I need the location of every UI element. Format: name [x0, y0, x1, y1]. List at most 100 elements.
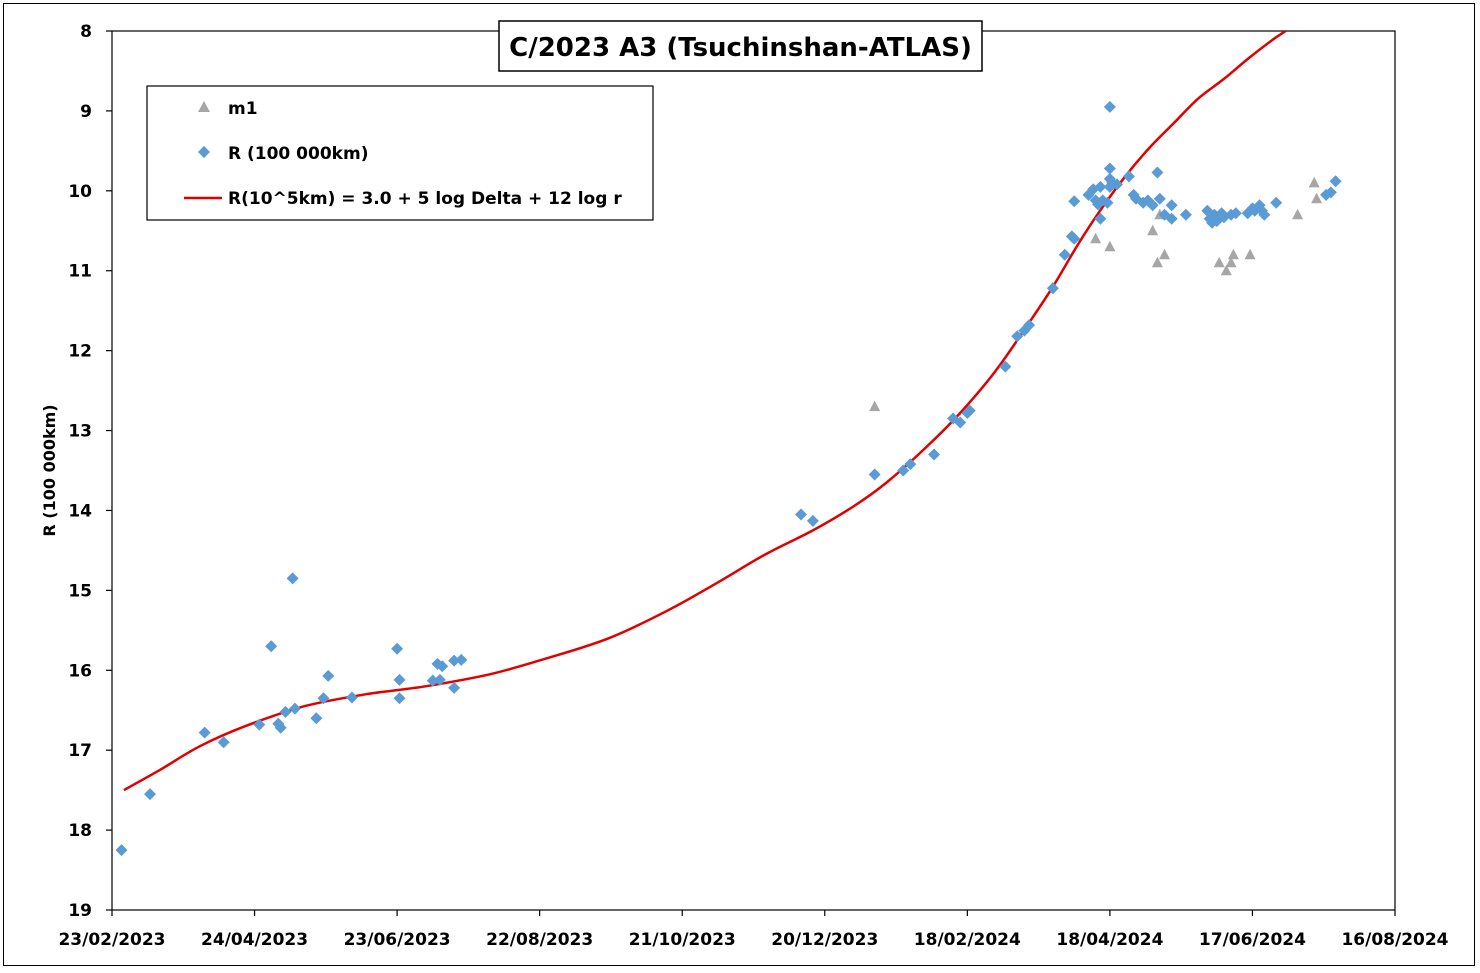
- r-point: [433, 673, 446, 686]
- r-point: [393, 692, 406, 705]
- r-point: [904, 458, 917, 471]
- m1-point: [1147, 224, 1159, 236]
- r-point: [963, 404, 976, 417]
- r-point: [1068, 232, 1081, 245]
- r-point: [1146, 199, 1159, 212]
- y-tick-label: 10: [68, 182, 92, 202]
- r-point: [265, 640, 278, 653]
- y-axis-label: R (100 000km): [40, 404, 59, 536]
- r-point: [426, 674, 439, 687]
- r-point: [391, 642, 404, 655]
- m1-point: [869, 400, 881, 412]
- m1-point: [1244, 248, 1256, 260]
- r-point: [868, 468, 881, 481]
- r-point: [1165, 199, 1178, 212]
- y-tick-label: 19: [68, 901, 92, 921]
- data-points-layer: [115, 100, 1342, 857]
- r-point: [448, 681, 461, 694]
- r-point: [1101, 196, 1114, 209]
- x-tick-label: 24/04/2023: [201, 930, 308, 950]
- m1-point: [1151, 256, 1163, 268]
- model-curve-layer: [123, 31, 1287, 792]
- legend-label-model: R(10^5km) = 3.0 + 5 log Delta + 12 log r: [228, 189, 622, 209]
- model-curve: [123, 31, 1287, 792]
- r-point: [1258, 208, 1271, 221]
- m1-point: [1292, 208, 1304, 220]
- r-point: [274, 721, 287, 734]
- legend-box: [146, 85, 654, 221]
- x-tick-label: 22/08/2023: [486, 930, 593, 950]
- r-point: [1270, 196, 1283, 209]
- r-point: [345, 691, 358, 704]
- r-point: [115, 844, 128, 857]
- y-tick-label: 18: [68, 821, 92, 841]
- r-point: [897, 464, 910, 477]
- x-tick-label: 20/12/2023: [771, 930, 878, 950]
- chart-title: C/2023 A3 (Tsuchinshan-ATLAS): [509, 33, 972, 63]
- r-point: [1329, 175, 1342, 188]
- r-point: [1103, 100, 1116, 113]
- legend: m1 R (100 000km) R(10^5km) = 3.0 + 5 log…: [146, 85, 654, 221]
- axes: 8 9 10 11 12 13 14 15 16 17 18 19 23/02/2023 24/04/20…: [58, 22, 1448, 950]
- r-point: [436, 660, 449, 673]
- x-tick-label: 18/02/2024: [914, 930, 1021, 950]
- y-tick-label: 15: [68, 581, 92, 601]
- m1-point: [1159, 248, 1171, 260]
- m1-point: [1090, 232, 1102, 244]
- r-point: [322, 669, 335, 682]
- r-point: [999, 360, 1012, 373]
- r-point: [1046, 282, 1059, 295]
- x-tick-label: 23/02/2023: [58, 930, 165, 950]
- x-tick-label: 18/04/2024: [1056, 930, 1163, 950]
- m1-point: [1227, 248, 1239, 260]
- x-tick-label: 21/10/2023: [629, 930, 736, 950]
- y-tick-label: 9: [80, 102, 92, 122]
- x-tick-label: 16/08/2024: [1341, 930, 1448, 950]
- m1-point: [1311, 192, 1323, 204]
- legend-marker-r: [198, 146, 210, 158]
- r-point: [928, 448, 941, 461]
- y-tick-label: 14: [68, 501, 92, 521]
- x-tick-label: 17/06/2024: [1199, 930, 1306, 950]
- r-point: [1179, 208, 1192, 221]
- r-point: [1103, 162, 1116, 175]
- r-point: [954, 416, 967, 429]
- y-tick-label: 16: [68, 661, 92, 681]
- r-point: [288, 702, 301, 715]
- y-tick-label: 13: [68, 422, 92, 442]
- legend-label-m1: m1: [228, 99, 258, 119]
- r-point: [795, 508, 808, 521]
- legend-marker-m1: [198, 101, 210, 112]
- r-point: [253, 718, 266, 731]
- r-point: [286, 572, 299, 585]
- r-point: [1165, 212, 1178, 225]
- y-tick-label: 17: [68, 741, 92, 761]
- y-tick-label: 8: [80, 22, 92, 42]
- y-tick-label: 11: [68, 262, 92, 282]
- r-point: [448, 654, 461, 667]
- r-point: [1151, 166, 1164, 179]
- r-point: [1094, 180, 1107, 193]
- r-point: [198, 726, 211, 739]
- chart-frame: [3, 3, 1475, 966]
- r-point: [1094, 212, 1107, 225]
- title-box: C/2023 A3 (Tsuchinshan-ATLAS): [498, 20, 983, 72]
- r-point: [310, 712, 323, 725]
- r-point: [1058, 248, 1071, 261]
- r-point: [279, 705, 292, 718]
- r-point: [144, 788, 157, 801]
- m1-point: [1213, 256, 1225, 268]
- r-point: [1111, 178, 1124, 191]
- r-point: [1229, 207, 1242, 220]
- r-point: [1324, 186, 1337, 199]
- r-point: [1153, 192, 1166, 205]
- r-point: [393, 673, 406, 686]
- title-border: [498, 20, 983, 72]
- r-point: [1023, 319, 1036, 332]
- legend-label-r: R (100 000km): [228, 144, 368, 164]
- r-point: [806, 514, 819, 527]
- y-tick-label: 12: [68, 342, 92, 362]
- r-point: [317, 692, 330, 705]
- r-point: [455, 653, 468, 666]
